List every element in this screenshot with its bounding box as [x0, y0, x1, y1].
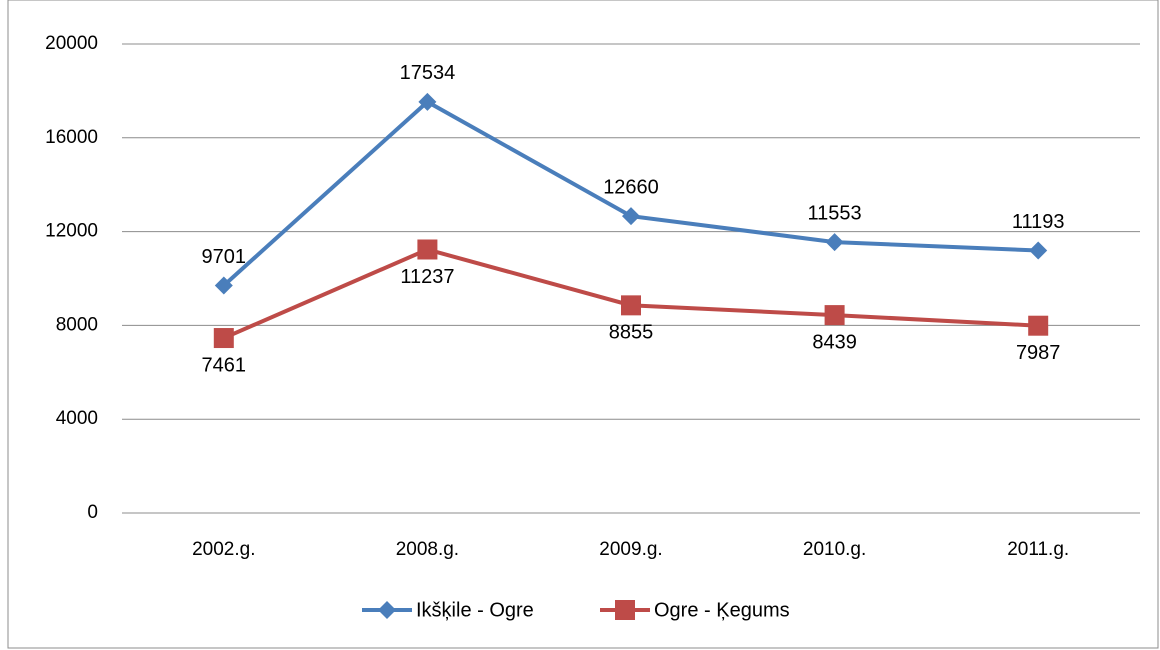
legend-label: Ikšķile - Ogre — [416, 599, 534, 621]
data-label: 17534 — [400, 62, 456, 84]
data-point — [621, 295, 641, 316]
y-tick-label: 8000 — [56, 314, 98, 335]
data-label: 7461 — [202, 354, 247, 376]
data-label: 8439 — [812, 331, 857, 353]
y-tick-label: 16000 — [45, 127, 98, 148]
data-label: 7987 — [1016, 342, 1061, 364]
data-point — [417, 239, 438, 260]
data-label: 11237 — [400, 266, 454, 288]
legend-label: Ogre - Ķegums — [654, 599, 790, 621]
x-tick-label: 2010.g. — [803, 539, 866, 560]
x-tick-label: 2009.g. — [599, 539, 662, 560]
data-point — [824, 305, 845, 326]
data-point — [622, 207, 640, 226]
x-tick-label: 2011.g. — [1007, 539, 1069, 560]
data-point — [1029, 241, 1048, 260]
y-tick-label: 0 — [87, 502, 98, 523]
data-label: 8855 — [609, 322, 654, 344]
data-point — [418, 92, 437, 111]
data-label: 9701 — [202, 246, 247, 268]
data-point — [1028, 315, 1049, 336]
y-tick-label: 4000 — [56, 408, 98, 429]
data-point — [214, 276, 233, 295]
y-tick-label: 12000 — [45, 221, 98, 242]
data-point — [825, 233, 844, 252]
legend-marker — [378, 601, 396, 619]
data-label: 11193 — [1012, 211, 1065, 233]
data-point — [213, 328, 234, 349]
legend-marker — [615, 600, 635, 620]
chart-frame — [7, 0, 1159, 649]
data-label: 11553 — [808, 202, 862, 224]
x-tick-label: 2008.g. — [396, 539, 459, 560]
y-tick-label: 20000 — [45, 33, 98, 54]
data-label: 12660 — [603, 176, 659, 198]
x-tick-label: 2002.g. — [192, 539, 255, 560]
